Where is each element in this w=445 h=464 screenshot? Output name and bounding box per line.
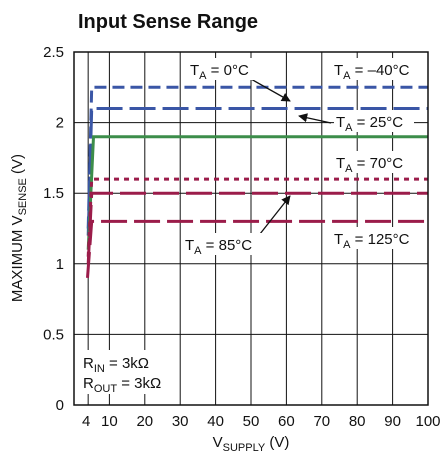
y-tick-label: 0 [56,397,64,414]
x-tick-label: 30 [172,413,189,430]
x-tick-labels: 4 10 20 30 40 50 60 70 80 90 100 [82,413,441,430]
series-line-5 [86,219,428,279]
x-tick-label: 10 [101,413,118,430]
label-ta-70c: TA = 70°C [336,155,403,175]
y-tick-label: 2.5 [43,44,64,61]
y-tick-label: 1.5 [43,185,64,202]
annotation-arrow-1 [298,113,332,124]
x-tick-label: 90 [384,413,401,430]
label-ta-minus40c: TA = –40°C [334,62,410,82]
x-tick-label: 40 [207,413,224,430]
chart-title: Input Sense Range [78,11,258,33]
label-ta-85c: TA = 85°C [185,237,252,257]
label-ta-0c: TA = 0°C [190,62,249,82]
annotation-arrow-0 [250,78,291,102]
plot-frame [73,51,429,406]
y-tick-label: 0.5 [43,326,64,343]
y-tick-label: 2 [56,115,64,132]
x-tick-label: 70 [313,413,330,430]
annotation-arrow-2 [255,195,291,240]
y-axis-title: MAXIMUM VSENSE (V) [9,154,29,302]
x-tick-label: 80 [349,413,366,430]
x-tick-label: 100 [415,413,440,430]
x-axis-title: VSUPPLY (V) [213,434,290,454]
y-tick-label: 1 [56,256,64,273]
series-group [86,85,428,279]
x-tick-label: 60 [278,413,295,430]
series-line-3 [86,177,428,257]
condition-rout: ROUT = 3kΩ [83,375,161,395]
label-ta-25c: TA = 25°C [336,114,403,134]
x-tick-label: 50 [243,413,260,430]
x-tick-label: 20 [136,413,153,430]
condition-rin: RIN = 3kΩ [83,355,149,375]
y-tick-labels: 0 0.5 1 1.5 2 2.5 [43,44,64,414]
annotation-arrows [250,78,332,240]
label-ta-125c: TA = 125°C [334,231,410,251]
x-tick-label: 4 [82,413,90,430]
